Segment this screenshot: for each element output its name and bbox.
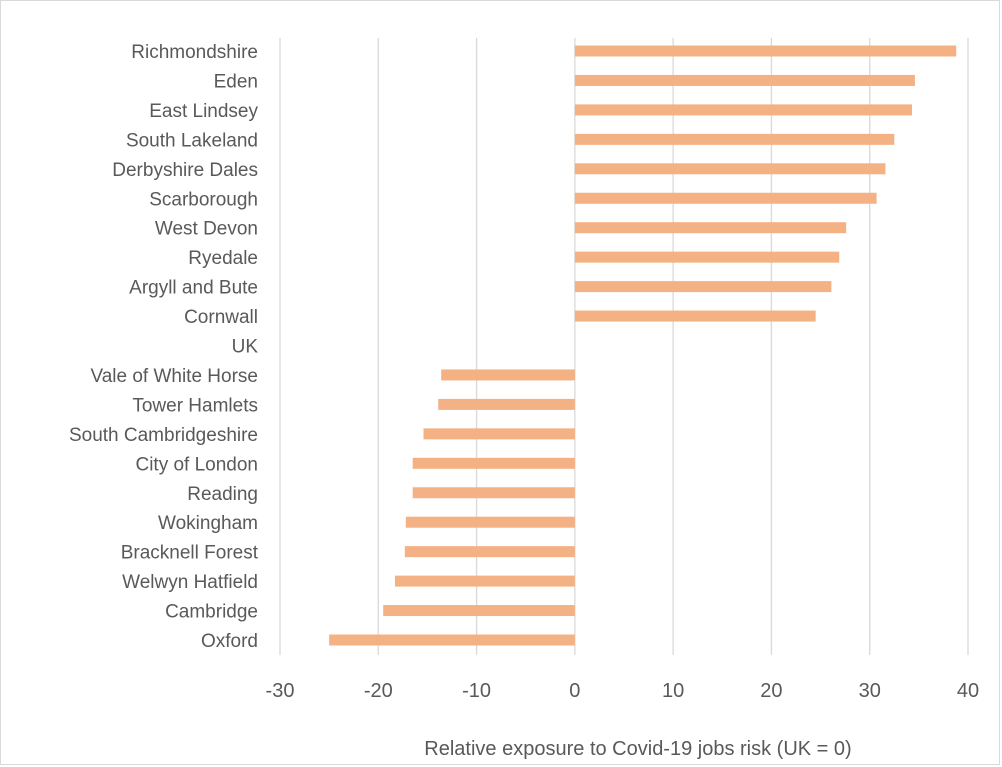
category-label: Richmondshire [131,42,258,63]
bar [404,546,575,558]
bars [329,45,957,646]
bar [574,281,832,293]
bar [574,251,840,263]
category-label: UK [232,337,259,358]
category-labels: Richmondshire Eden East Lindsey South Lakel… [69,42,259,652]
category-label: Welwyn Hatfield [122,572,258,593]
category-label: West Devon [155,219,258,240]
category-label: Reading [187,484,258,505]
category-label: City of London [135,454,258,475]
x-tick-label: 20 [760,680,782,702]
category-label: Bracknell Forest [121,543,259,564]
category-label: South Lakeland [126,130,258,151]
category-label: Wokingham [158,513,258,534]
bar [438,398,575,410]
bar [412,457,575,469]
bar [441,369,575,381]
bar [574,222,847,234]
bar [574,104,912,116]
bar [412,487,575,499]
bar [383,605,575,617]
bar [329,634,575,646]
x-axis-title: Relative exposure to Covid-19 jobs risk … [424,738,851,760]
category-label: Oxford [201,631,258,652]
bar [574,163,886,175]
category-label: Cambridge [165,602,258,623]
category-label: Eden [214,71,258,92]
gridlines [279,38,969,655]
category-label: East Lindsey [149,101,258,122]
x-tick-label: -20 [364,680,393,702]
category-label: South Cambridgeshire [69,425,258,446]
bar [394,575,575,587]
category-label: Scarborough [149,189,258,210]
category-label: Vale of White Horse [90,366,258,387]
x-tick-label: -30 [266,680,295,702]
x-tick-label: 40 [957,680,979,702]
category-label: Argyll and Bute [129,278,258,299]
bar [574,74,915,86]
x-tick-label: 30 [859,680,881,702]
x-tick-label: 0 [569,680,580,702]
bar [574,45,957,57]
category-label: Cornwall [184,307,258,328]
bar [574,133,895,145]
x-tick-label: 10 [662,680,684,702]
category-label: Derbyshire Dales [112,160,258,181]
x-tick-label: -10 [462,680,491,702]
bar [574,310,816,322]
x-tick-labels: -30 -20 -10 0 10 20 30 40 [266,680,980,702]
bar [405,516,575,528]
bar [574,192,877,204]
category-label: Ryedale [188,248,258,269]
bar [423,428,575,440]
category-label: Tower Hamlets [132,395,258,416]
